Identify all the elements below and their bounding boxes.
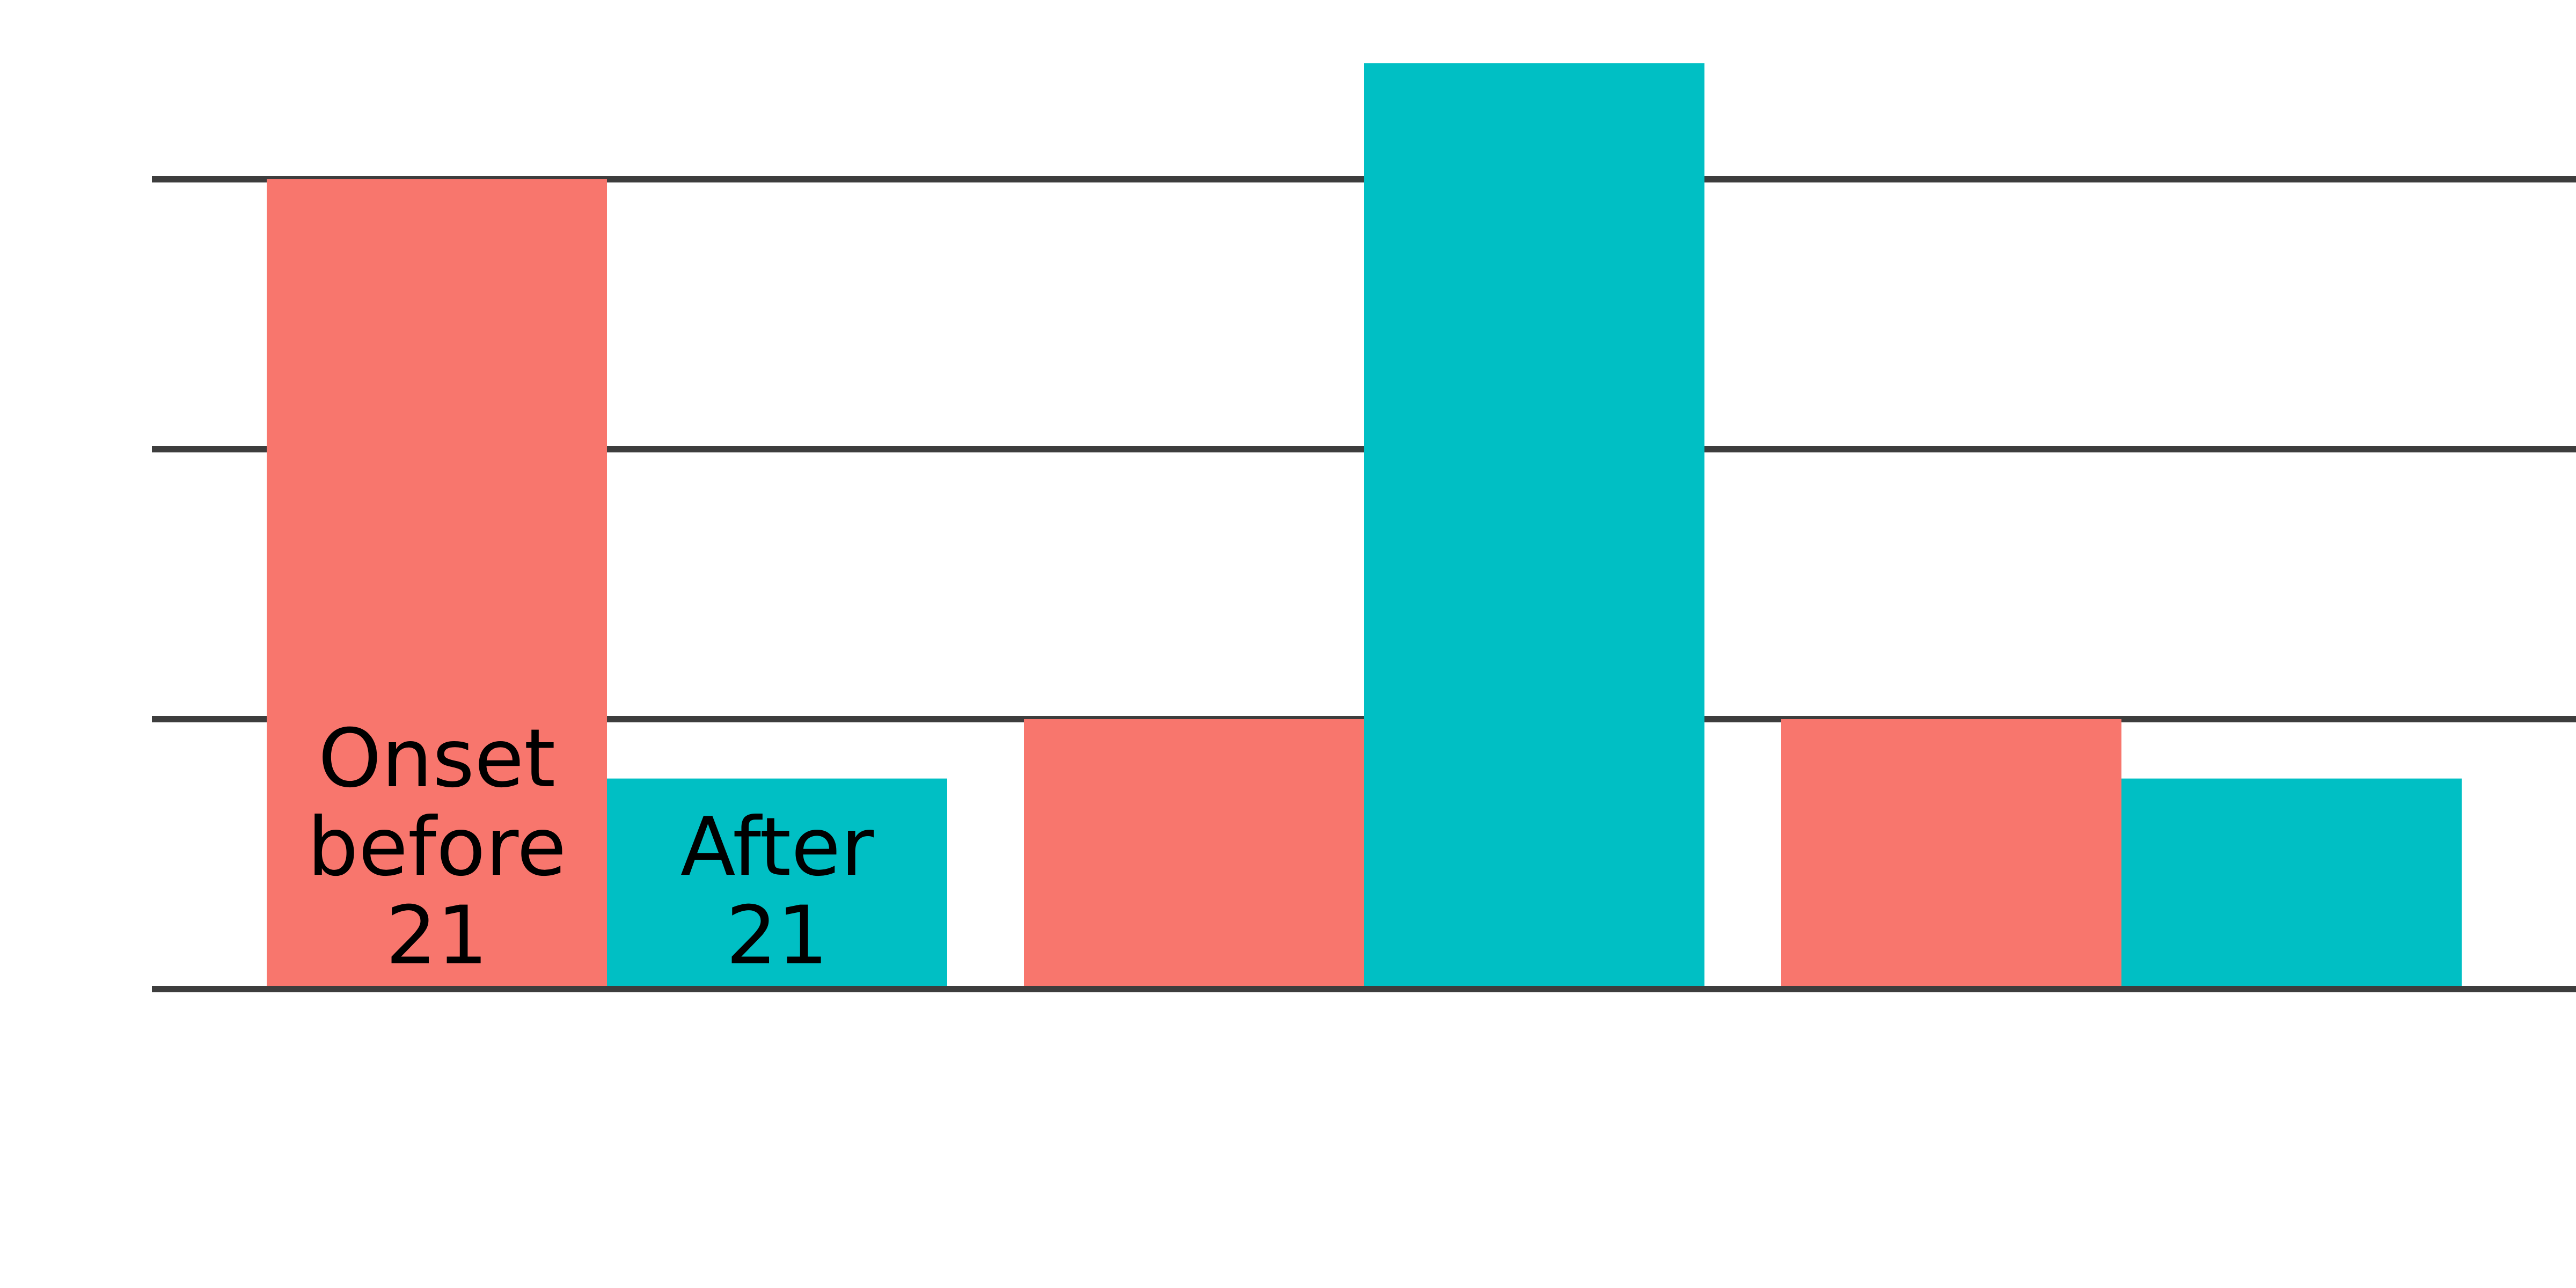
bar-label-1-line-0: After: [680, 801, 874, 894]
bars: [152, 63, 2576, 992]
bar-series-0-group-1: [1024, 719, 1364, 989]
bar-label-1-line-1: 21: [726, 889, 829, 983]
bar-series-0-group-2: [1781, 719, 2121, 989]
bar-series-1-group-2: [2121, 778, 2462, 989]
bar-label-0-line-0: Onset: [318, 712, 555, 806]
bar-label-1: After 21: [680, 801, 874, 983]
bar-label-0: Onset before 21: [308, 712, 567, 983]
bar-series-1-group-1: [1364, 63, 1704, 990]
bar-label-0-line-1: before: [308, 801, 567, 894]
bar-label-0-line-2: 21: [386, 889, 488, 983]
bar-series-0-group-0: [267, 179, 607, 989]
bar-series-1-group-0: [607, 778, 947, 989]
